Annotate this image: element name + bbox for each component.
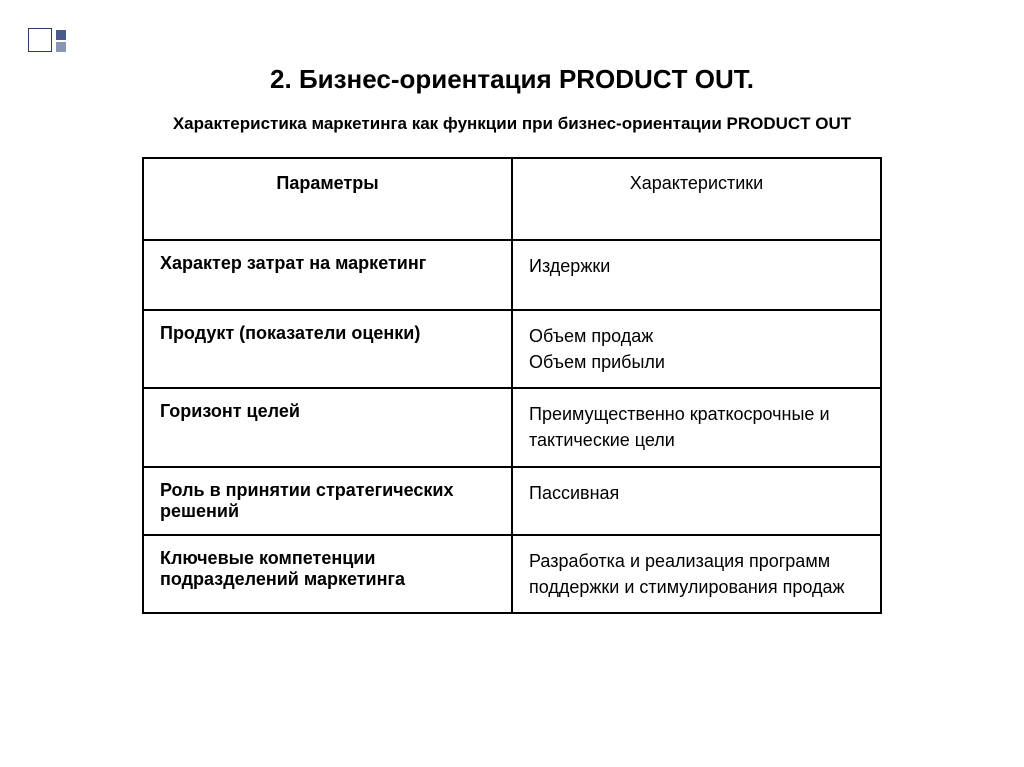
value-cell: Разработка и реализация программ поддерж…: [512, 535, 881, 613]
characteristics-table: Параметры Характеристики Характер затрат…: [142, 157, 882, 614]
table-header-row: Параметры Характеристики: [143, 158, 881, 240]
table-row: Характер затрат на маркетинг Издержки: [143, 240, 881, 310]
value-line: Преимущественно краткосрочные и тактичес…: [529, 401, 864, 453]
deco-square-large: [28, 28, 52, 52]
value-cell: Издержки: [512, 240, 881, 310]
table-row: Горизонт целей Преимущественно краткосроч…: [143, 388, 881, 466]
param-cell: Характер затрат на маркетинг: [143, 240, 512, 310]
col-header-characteristics: Характеристики: [512, 158, 881, 240]
value-cell: Преимущественно краткосрочные и тактичес…: [512, 388, 881, 466]
value-line: Пассивная: [529, 480, 864, 506]
value-line: Издержки: [529, 253, 864, 279]
slide-decoration: [28, 28, 66, 52]
param-cell: Ключевые компетенции подразделений марке…: [143, 535, 512, 613]
col-header-parameters: Параметры: [143, 158, 512, 240]
value-line: Объем продаж: [529, 323, 864, 349]
param-cell: Роль в принятии стратегических решений: [143, 467, 512, 535]
table-row: Роль в принятии стратегических решений Па…: [143, 467, 881, 535]
slide-title: 2. Бизнес-ориентация PRODUCT OUT.: [60, 64, 964, 95]
value-cell: Объем продажОбъем прибыли: [512, 310, 881, 388]
table-row: Ключевые компетенции подразделений марке…: [143, 535, 881, 613]
value-line: Разработка и реализация программ поддерж…: [529, 548, 864, 600]
table-container: Параметры Характеристики Характер затрат…: [60, 157, 964, 614]
deco-squares-column: [56, 30, 66, 52]
value-line: Объем прибыли: [529, 349, 864, 375]
table-row: Продукт (показатели оценки)Объем продажО…: [143, 310, 881, 388]
param-cell: Горизонт целей: [143, 388, 512, 466]
slide-subtitle: Характеристика маркетинга как функции пр…: [60, 113, 964, 135]
deco-square-small-light: [56, 42, 66, 52]
deco-square-small-dark: [56, 30, 66, 40]
param-cell: Продукт (показатели оценки): [143, 310, 512, 388]
value-cell: Пассивная: [512, 467, 881, 535]
table-body: Характер затрат на маркетинг Издержки Прод…: [143, 240, 881, 613]
